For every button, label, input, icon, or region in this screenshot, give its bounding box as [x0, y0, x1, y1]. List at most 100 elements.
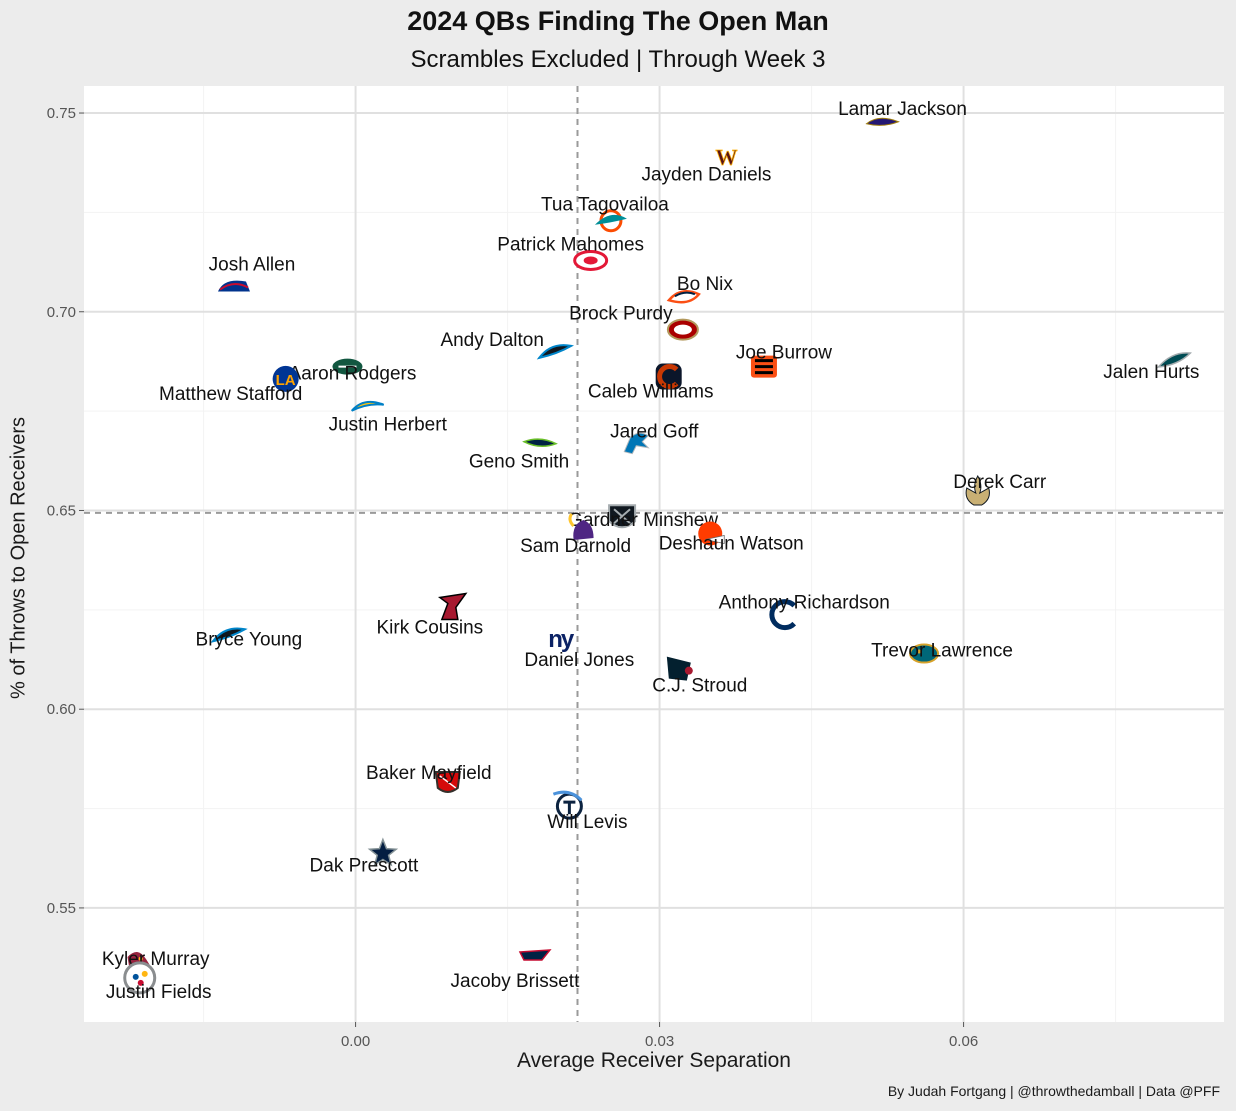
bills-logo-streak: [219, 283, 249, 291]
rams-logo-letters: LA: [276, 372, 296, 389]
point-label: Josh Allen: [209, 255, 296, 276]
y-axis-title: % of Throws to Open Receivers: [7, 417, 30, 699]
chargers-logo: [350, 400, 385, 412]
chart-title: 2024 QBs Finding The Open Man: [407, 6, 829, 36]
point-label: Dak Prescott: [310, 855, 419, 876]
steelers-logo-hypocycloid: [132, 973, 139, 980]
point-label: Trevor Lawrence: [871, 641, 1013, 662]
point-label: Justin Fields: [106, 982, 212, 1003]
point-label: Caleb Williams: [588, 382, 714, 403]
y-tick-label: 0.60: [47, 701, 76, 718]
data-point: Bo Nix: [666, 274, 733, 304]
plot-panel: [84, 86, 1224, 1022]
bills-logo: [217, 280, 250, 292]
ravens-logo: [865, 117, 900, 126]
x-tick-label: 0.06: [949, 1033, 978, 1050]
cardinals-logo-eye: [138, 956, 143, 961]
data-point: Kirk Cousins: [377, 592, 484, 638]
point-label: Daniel Jones: [524, 650, 634, 671]
lions-logo: [623, 432, 650, 455]
data-point: Baker Mayfield: [366, 763, 492, 793]
point-label: Brock Purdy: [569, 304, 673, 325]
broncos-logo-mane: [674, 291, 696, 298]
data-point: Justin Fields: [106, 961, 212, 1003]
data-point: Trevor Lawrence: [871, 641, 1013, 664]
panthers-logo: [536, 344, 575, 360]
jaguars-logo: [909, 643, 940, 664]
data-point: Jared Goff: [610, 422, 699, 455]
saints-logo: [965, 474, 990, 506]
data-point: Lamar Jackson: [838, 99, 967, 126]
data-point: Gardner Minshew: [568, 504, 718, 531]
browns-logo-facemask: [705, 535, 725, 545]
steelers-logo-hypocycloid: [141, 970, 148, 977]
y-tick-label: 0.75: [47, 105, 76, 122]
titans-logo-letter: [563, 800, 576, 815]
data-point: Will Levis: [547, 790, 628, 833]
falcons-logo: [437, 592, 468, 621]
point-label: Kirk Cousins: [377, 617, 484, 638]
data-point: Jacoby Brissett: [451, 949, 581, 992]
point-label: Aaron Rodgers: [289, 364, 417, 385]
texans-logo: [666, 656, 691, 681]
point-label: Deshaun Watson: [659, 534, 804, 555]
point-label: Jayden Daniels: [641, 165, 771, 186]
panthers-logo: [210, 627, 248, 643]
buccaneers-logo-sword: [439, 775, 457, 789]
x-axis-title: Average Receiver Separation: [517, 1049, 791, 1072]
jaguars-logo-eye: [917, 649, 922, 654]
seahawks-logo: [522, 438, 558, 447]
data-point: Bryce Young: [196, 627, 302, 650]
data-point: Anthony Richardson: [719, 593, 890, 631]
patriots-logo: [518, 949, 552, 961]
data-point: Deshaun Watson: [659, 521, 804, 555]
eagles-logo: [1156, 352, 1192, 368]
point-label: Andy Dalton: [440, 330, 544, 351]
data-point: Sam Darnold: [520, 513, 631, 557]
point-label: Jacoby Brissett: [451, 971, 581, 992]
x-tick-label: 0.03: [645, 1033, 674, 1050]
point-label: Kyler Murray: [102, 949, 210, 970]
point-label: Matthew Stafford: [159, 384, 302, 405]
bears-logo: [657, 364, 679, 390]
chart-subtitle: Scrambles Excluded | Through Week 3: [410, 46, 826, 73]
commanders-logo: W: [715, 145, 737, 170]
steelers-logo: [123, 961, 157, 995]
raiders-logo-sword: [613, 508, 631, 524]
giants-logo: [544, 627, 577, 650]
rams-logo: [272, 365, 299, 392]
point-label: Jared Goff: [610, 422, 699, 443]
data-point: Derek Carr: [953, 472, 1047, 506]
point-label: Joe Burrow: [736, 343, 832, 364]
data-point: Andy Dalton: [440, 330, 575, 360]
steelers-logo-hypocycloid: [137, 979, 144, 986]
point-label: Baker Mayfield: [366, 763, 492, 784]
dolphins-logo: [594, 214, 627, 225]
data-point: Dak Prescott: [310, 837, 419, 876]
y-tick-label: 0.65: [47, 502, 76, 519]
point-label: Gardner Minshew: [568, 510, 718, 531]
y-tick-label: 0.70: [47, 304, 76, 321]
data-point: Tua Tagovailoa: [541, 195, 669, 233]
49ers-logo-inner: [673, 324, 692, 335]
point-label: Will Levis: [547, 812, 627, 833]
y-tick-label: 0.55: [47, 900, 76, 917]
point-label: Sam Darnold: [520, 536, 631, 557]
colts-logo: [769, 599, 797, 631]
cowboys-logo: [367, 837, 399, 867]
titans-logo-comet: [552, 790, 583, 802]
data-point: Brock Purdy: [569, 304, 699, 341]
point-label: Bo Nix: [677, 274, 733, 295]
data-point: Josh Allen: [209, 255, 296, 292]
point-label: C.J. Stroud: [652, 676, 747, 697]
data-point: Caleb Williams: [588, 363, 714, 403]
point-label: Derek Carr: [953, 472, 1047, 493]
data-point: Patrick Mahomes: [497, 234, 644, 271]
point-label: Geno Smith: [469, 452, 569, 473]
data-point: Geno Smith: [469, 438, 569, 473]
